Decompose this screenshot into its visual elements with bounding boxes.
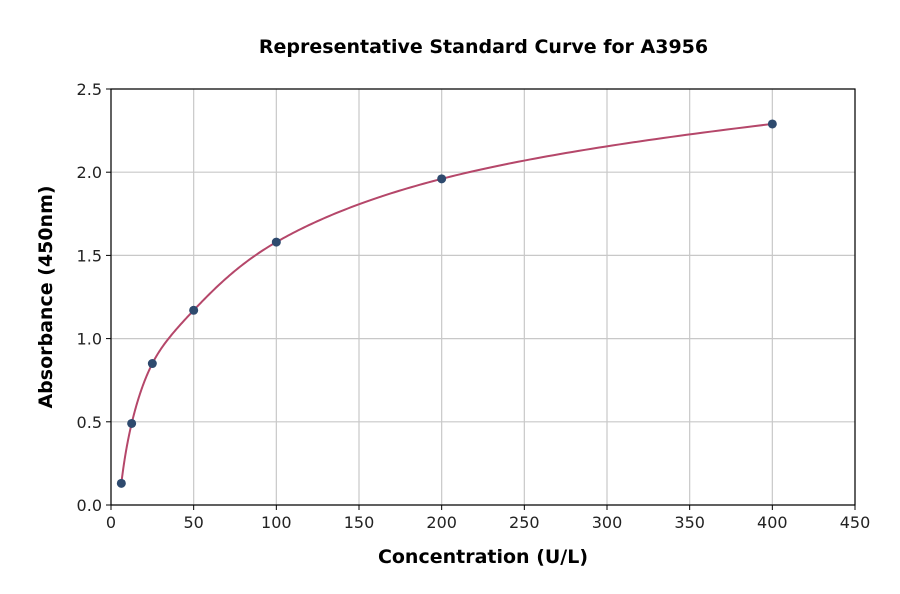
plot-frame <box>110 88 856 506</box>
data-point <box>147 359 157 369</box>
data-point <box>437 174 447 184</box>
fitted-curve <box>120 122 773 484</box>
y-axis-label: Absorbance (450nm) <box>35 185 57 408</box>
x-tick-label: 300 <box>592 513 623 532</box>
data-point <box>271 237 281 247</box>
chart-title: Representative Standard Curve for A3956 <box>258 36 709 58</box>
x-tick-label: 150 <box>344 513 375 532</box>
x-tick-label: 450 <box>840 513 871 532</box>
grid-lines <box>110 88 856 506</box>
x-tick-label: 250 <box>509 513 540 532</box>
y-tick-label: 1.0 <box>77 330 102 349</box>
x-tick-label: 400 <box>757 513 788 532</box>
x-tick-label: 100 <box>261 513 292 532</box>
axis-ticks: 0 50 100 150 200 250 300 350 400 450 0.0 0.5 1.0 1.5 2… <box>77 80 871 532</box>
data-points <box>116 119 777 488</box>
y-tick-label: 0.5 <box>77 413 102 432</box>
y-tick-label: 1.5 <box>77 246 102 265</box>
y-tick-label: 0.0 <box>77 496 102 515</box>
data-point <box>127 418 137 428</box>
x-tick-label: 200 <box>426 513 457 532</box>
x-tick-label: 50 <box>183 513 203 532</box>
data-point <box>767 119 777 129</box>
x-axis-label: Concentration (U/L) <box>378 546 588 568</box>
data-point <box>116 478 126 488</box>
y-tick-label: 2.0 <box>77 163 102 182</box>
y-tick-label: 2.5 <box>77 80 102 99</box>
data-point <box>189 305 199 315</box>
x-tick-label: 0 <box>106 513 116 532</box>
x-tick-label: 350 <box>674 513 705 532</box>
